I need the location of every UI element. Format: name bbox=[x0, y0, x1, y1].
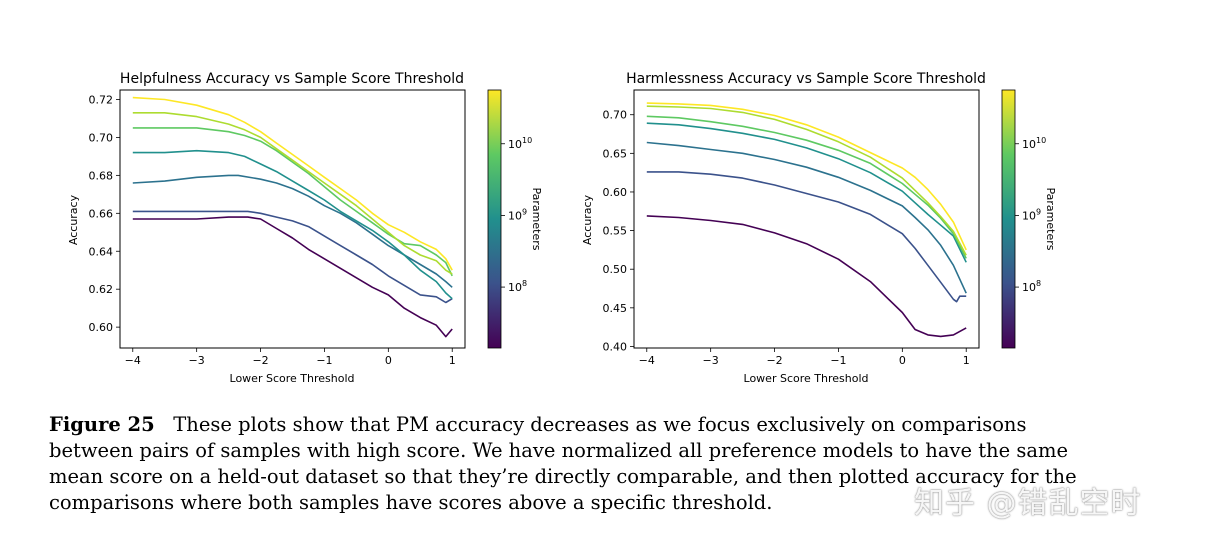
series-line-4 bbox=[132, 149, 453, 300]
watermark: 知乎 @错乱空时 bbox=[914, 486, 1142, 521]
figure-caption: Figure 25 These plots show that PM accur… bbox=[49, 412, 1099, 516]
x-tick-label: −1 bbox=[830, 354, 846, 367]
y-tick-label: 0.60 bbox=[89, 321, 114, 334]
y-tick-label: 0.40 bbox=[603, 340, 628, 353]
x-tick-label: 0 bbox=[899, 354, 906, 367]
colorbar-ticks: 1010 109 108 bbox=[501, 136, 532, 294]
series-line-6 bbox=[132, 112, 453, 275]
y-tick-label: 0.62 bbox=[89, 283, 114, 296]
x-tick-label: −4 bbox=[125, 354, 141, 367]
tick-layer: −4 −3 −2 −1 0 1 0.60 0.62 0.64 0.66 0.68 0.70 0.72 bbox=[89, 93, 456, 367]
chart-title: Harmlessness Accuracy vs Sample Score Th… bbox=[626, 71, 986, 87]
y-axis-label: Accuracy bbox=[67, 194, 80, 245]
caption-text: These plots show that PM accuracy decrea… bbox=[49, 413, 1077, 514]
series-line-2 bbox=[132, 210, 453, 304]
series-line-3 bbox=[646, 141, 967, 294]
chart-helpfulness: Helpfulness Accuracy vs Sample Score Thr… bbox=[67, 71, 466, 385]
colorbar-gradient bbox=[1001, 89, 1016, 349]
colorbar-tick-label: 108 bbox=[508, 279, 527, 294]
colorbar-right: Parameters 1010 109 108 bbox=[1001, 89, 1057, 349]
colorbar-label: Parameters bbox=[530, 188, 543, 251]
series-layer bbox=[646, 102, 967, 338]
tick-layer: −4 −3 −2 −1 0 1 0.40 0.45 0.50 0.55 0.60 0.65 0.70 bbox=[603, 109, 970, 367]
colorbar-tick-label: 1010 bbox=[1022, 136, 1046, 151]
figure-canvas: Helpfulness Accuracy vs Sample Score Thr… bbox=[67, 71, 1057, 385]
x-tick-label: −3 bbox=[703, 354, 719, 367]
plot-frame bbox=[633, 89, 980, 349]
colorbar-tick-label: 109 bbox=[1022, 207, 1041, 222]
y-tick-label: 0.50 bbox=[603, 263, 628, 276]
chart-harmlessness: Harmlessness Accuracy vs Sample Score Th… bbox=[581, 71, 986, 385]
series-line-7 bbox=[646, 102, 967, 251]
series-line-2 bbox=[646, 171, 967, 303]
colorbar-ticks: 1010 109 108 bbox=[1015, 136, 1046, 294]
series-line-1 bbox=[646, 215, 967, 338]
colorbar-tick-label: 1010 bbox=[508, 136, 532, 151]
series-line-4 bbox=[646, 122, 967, 263]
series-line-3 bbox=[132, 174, 453, 288]
x-tick-label: −1 bbox=[316, 354, 332, 367]
colorbar-label: Parameters bbox=[1044, 188, 1057, 251]
x-tick-label: 1 bbox=[449, 354, 456, 367]
x-tick-label: −2 bbox=[252, 354, 268, 367]
series-line-5 bbox=[646, 115, 967, 259]
series-line-6 bbox=[646, 105, 967, 256]
y-tick-label: 0.55 bbox=[603, 225, 628, 238]
series-line-5 bbox=[132, 127, 453, 277]
x-axis-label: Lower Score Threshold bbox=[744, 372, 869, 385]
x-tick-label: 0 bbox=[385, 354, 392, 367]
series-line-1 bbox=[132, 216, 453, 338]
y-tick-label: 0.70 bbox=[603, 109, 628, 122]
y-tick-label: 0.72 bbox=[89, 93, 114, 106]
y-tick-label: 0.66 bbox=[89, 207, 114, 220]
y-tick-label: 0.64 bbox=[89, 245, 114, 258]
caption-label: Figure 25 bbox=[49, 413, 155, 436]
x-axis-label: Lower Score Threshold bbox=[230, 372, 355, 385]
y-tick-label: 0.60 bbox=[603, 186, 628, 199]
x-tick-label: 1 bbox=[963, 354, 970, 367]
y-tick-label: 0.45 bbox=[603, 302, 628, 315]
plot-frame bbox=[119, 89, 466, 349]
y-tick-label: 0.68 bbox=[89, 169, 114, 182]
y-axis-label: Accuracy bbox=[581, 194, 594, 245]
x-tick-label: −4 bbox=[639, 354, 655, 367]
y-tick-label: 0.65 bbox=[603, 147, 628, 160]
colorbar-tick-label: 109 bbox=[508, 207, 527, 222]
chart-title: Helpfulness Accuracy vs Sample Score Thr… bbox=[120, 71, 464, 87]
colorbar-left: Parameters 1010 109 108 bbox=[487, 89, 543, 349]
series-line-7 bbox=[132, 96, 453, 271]
colorbar-gradient bbox=[487, 89, 502, 349]
x-tick-label: −2 bbox=[766, 354, 782, 367]
series-layer bbox=[132, 96, 453, 338]
x-tick-label: −3 bbox=[189, 354, 205, 367]
y-tick-label: 0.70 bbox=[89, 131, 114, 144]
colorbar-tick-label: 108 bbox=[1022, 279, 1041, 294]
